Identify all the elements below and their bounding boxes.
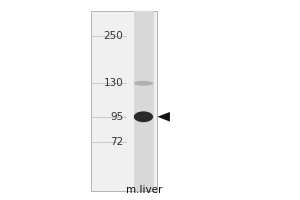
Bar [91,11,158,191]
Polygon shape [158,112,170,122]
Text: 250: 250 [103,31,123,41]
Text: 95: 95 [110,112,123,122]
Bar [134,11,154,191]
Text: 72: 72 [110,137,123,147]
Ellipse shape [134,81,153,86]
Text: 130: 130 [103,78,123,88]
Ellipse shape [134,111,153,122]
Text: m.liver: m.liver [126,185,162,195]
